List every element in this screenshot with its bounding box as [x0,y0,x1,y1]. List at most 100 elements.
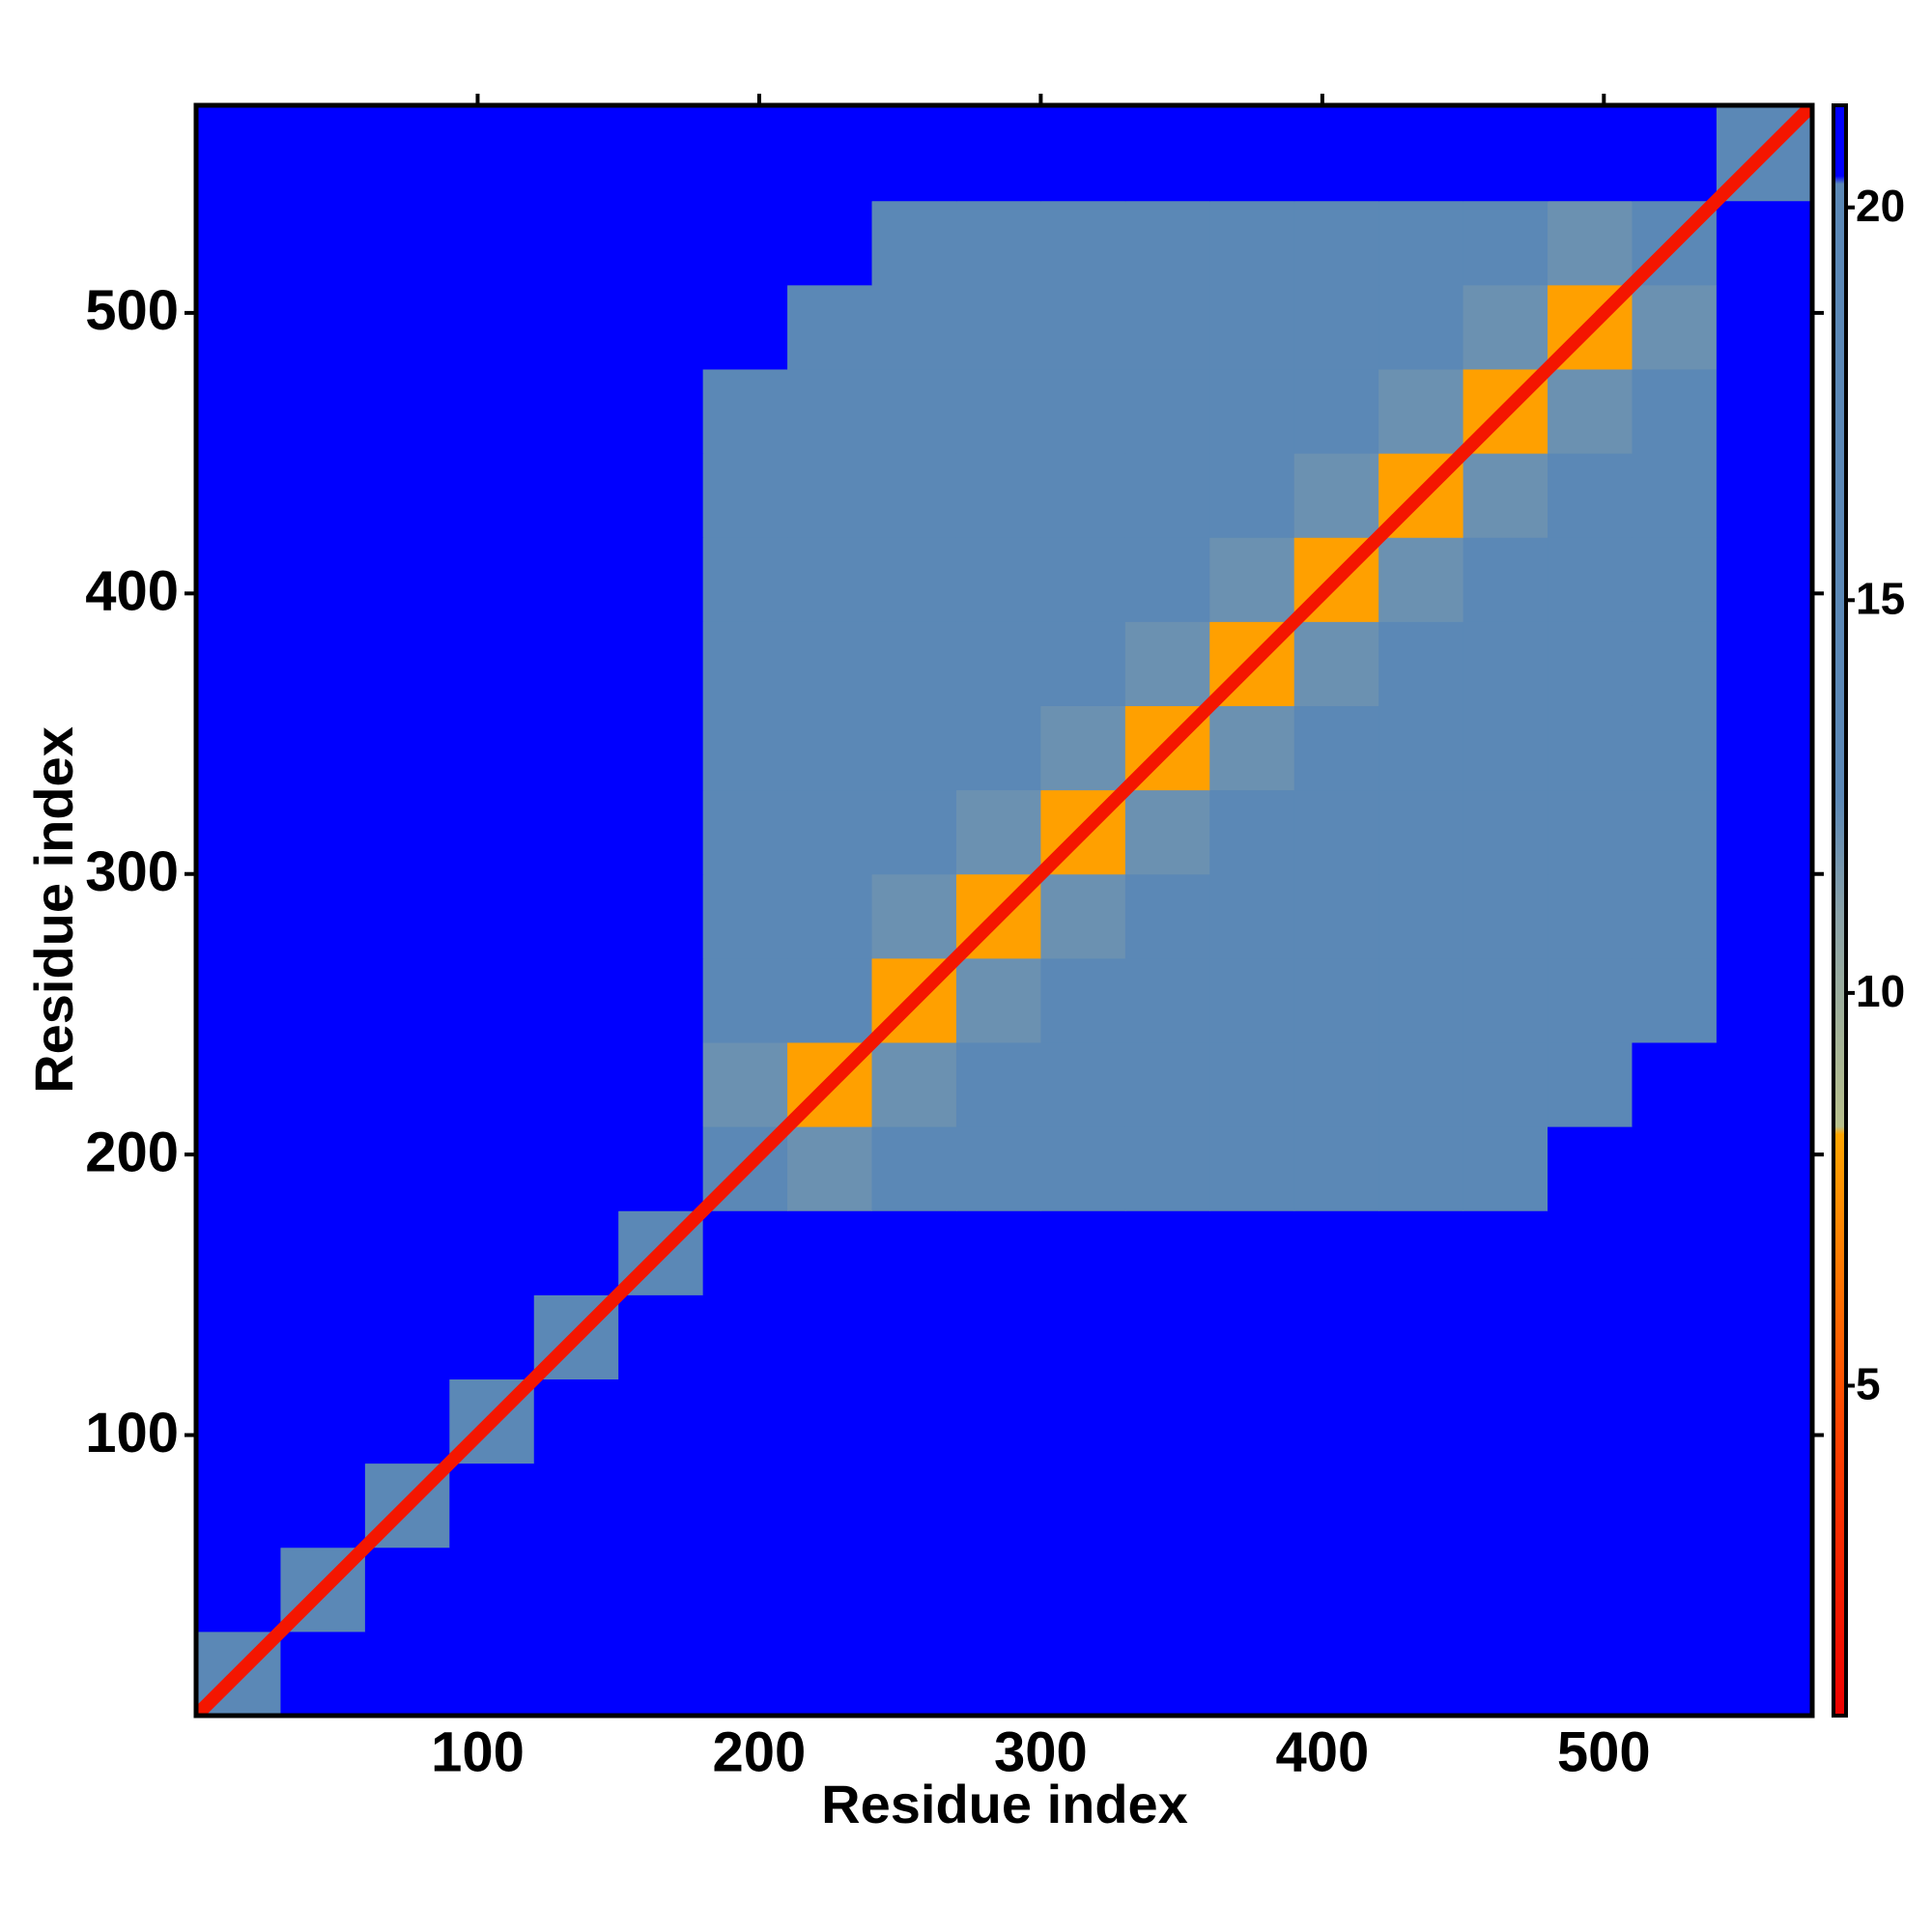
heatmap-cell [1209,705,1295,791]
heatmap-cell [449,789,535,875]
heatmap-cell [955,705,1041,791]
heatmap-cell [196,537,281,622]
heatmap-cell [871,1631,957,1716]
heatmap-cell [533,1547,619,1633]
heatmap-cell [955,453,1041,538]
heatmap-cell [196,284,281,370]
x-tick-label: 300 [994,1720,1088,1783]
heatmap-cell [1632,453,1718,538]
heatmap-cell [1548,1547,1633,1633]
heatmap-cell [533,1041,619,1127]
heatmap-cell [1632,621,1718,706]
heatmap-cell [1548,537,1633,622]
heatmap-cell [449,957,535,1043]
heatmap-cell [1716,1294,1812,1379]
heatmap-cell [1293,1294,1379,1379]
heatmap-cell [449,1547,535,1633]
heatmap-cell [196,1547,281,1633]
heatmap-cell [449,537,535,622]
heatmap-cell [280,200,366,286]
heatmap-cell [702,453,788,538]
heatmap-cell [1040,1210,1126,1295]
heatmap-cell [871,1547,957,1633]
heatmap-cell [1463,789,1548,875]
heatmap-cell [1209,284,1295,370]
heatmap-cell [280,1294,366,1379]
x-tick-label: 200 [713,1720,807,1783]
heatmap-cell [196,789,281,875]
heatmap-cell [1293,957,1379,1043]
heatmap-cell [280,1041,366,1127]
heatmap-cell [364,1210,450,1295]
heatmap-cell [196,1378,281,1464]
heatmap-cell [1548,873,1633,959]
heatmap-cell [787,705,873,791]
heatmap-cell [1040,957,1126,1043]
x-axis-title: Residue index [821,1774,1188,1834]
heatmap-cell [618,1378,704,1464]
heatmap-cell [955,789,1041,875]
heatmap-cell [280,537,366,622]
heatmap-cell [1293,789,1379,875]
heatmap-cell [1463,1463,1548,1548]
heatmap-cell [1716,537,1812,622]
heatmap-cell [1378,368,1464,454]
heatmap-cell [1632,1463,1718,1548]
heatmap-cell [1463,1294,1548,1379]
heatmap-cell [1293,200,1379,286]
heatmap-cell [787,1378,873,1464]
heatmap-cell [449,105,535,202]
heatmap-cell [1716,789,1812,875]
heatmap-cell [1463,284,1548,370]
heatmap-cell [1463,1126,1548,1211]
heatmap-cell [1124,1631,1210,1716]
heatmap-cell [364,705,450,791]
heatmap-cell [787,873,873,959]
y-tick-label: 200 [85,1121,179,1183]
heatmap-cell [787,1294,873,1379]
heatmap-cell [364,789,450,875]
heatmap-cell [1548,105,1633,202]
heatmap-cell [1378,957,1464,1043]
heatmap-cell [449,1294,535,1379]
heatmap-cell [1124,1210,1210,1295]
heatmap-cell [364,200,450,286]
heatmap-cell [1293,1463,1379,1548]
heatmap-cell [702,1378,788,1464]
heatmap-cell [1209,873,1295,959]
heatmap-cell [1040,1463,1126,1548]
heatmap-cell [618,368,704,454]
heatmap-cell [364,957,450,1043]
heatmap-cell [1548,453,1633,538]
heatmap-cell [955,1547,1041,1633]
heatmap-cell [364,453,450,538]
heatmap-cell [871,789,957,875]
heatmap-cell [1209,200,1295,286]
heatmap-cell [702,105,788,202]
heatmap-cell [449,200,535,286]
heatmap-cell [702,537,788,622]
heatmap-cell [1040,1378,1126,1464]
heatmap-cell [702,873,788,959]
heatmap-cell [1040,368,1126,454]
heatmap-cell [871,537,957,622]
heatmap-cell [1632,1294,1718,1379]
heatmap-cell [196,453,281,538]
heatmap-cell [618,200,704,286]
heatmap-cell [702,284,788,370]
heatmap-cell [618,873,704,959]
heatmap-cell [196,957,281,1043]
x-tick-label: 100 [431,1720,525,1783]
heatmap-cell [871,1294,957,1379]
heatmap-cell [1209,1126,1295,1211]
heatmap-cell [1378,537,1464,622]
heatmap-cell [364,1631,450,1716]
heatmap-cell [955,1378,1041,1464]
heatmap-cell [364,1041,450,1127]
plot-frame [193,102,1815,1719]
heatmap-cell [1293,1210,1379,1295]
heatmap-cell [449,1463,535,1548]
heatmap-cell [1378,1378,1464,1464]
heatmap-cell [1548,368,1633,454]
